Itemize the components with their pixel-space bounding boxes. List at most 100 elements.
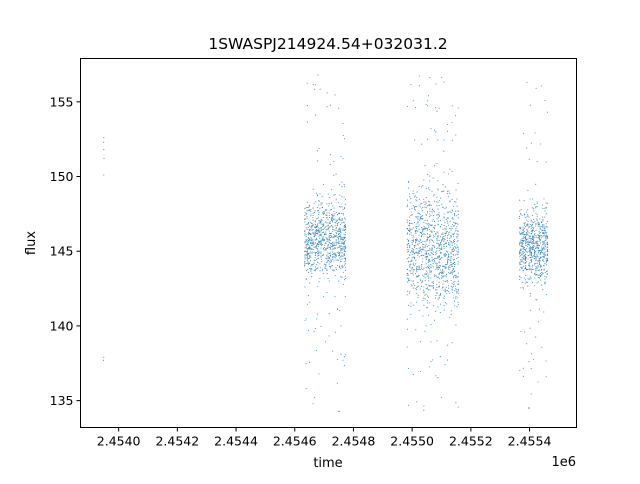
data-point bbox=[538, 258, 540, 260]
data-point bbox=[324, 244, 326, 246]
data-point bbox=[431, 259, 433, 261]
data-point bbox=[535, 225, 537, 227]
data-point bbox=[520, 245, 522, 247]
data-point bbox=[543, 229, 545, 231]
data-point bbox=[304, 242, 306, 244]
data-point bbox=[314, 234, 316, 236]
data-point bbox=[320, 204, 322, 206]
data-point bbox=[534, 253, 536, 255]
data-point bbox=[427, 272, 429, 274]
data-point bbox=[522, 228, 524, 230]
data-point bbox=[444, 229, 446, 231]
data-point bbox=[440, 248, 443, 250]
data-point bbox=[307, 252, 309, 254]
data-point bbox=[416, 289, 418, 291]
data-point bbox=[531, 235, 533, 237]
data-point bbox=[306, 216, 308, 218]
data-point bbox=[308, 222, 310, 224]
data-point bbox=[529, 198, 531, 200]
data-point bbox=[308, 206, 310, 209]
data-point bbox=[424, 246, 426, 248]
data-point bbox=[419, 206, 421, 208]
data-point bbox=[417, 218, 419, 220]
data-point bbox=[524, 249, 526, 251]
data-point bbox=[530, 268, 533, 270]
data-point bbox=[333, 174, 335, 176]
data-point bbox=[435, 262, 437, 264]
data-point bbox=[418, 256, 420, 258]
data-point bbox=[435, 289, 437, 291]
data-point bbox=[534, 277, 536, 279]
data-point bbox=[537, 245, 539, 247]
data-point bbox=[542, 229, 544, 232]
data-point bbox=[431, 281, 433, 284]
data-point bbox=[429, 201, 431, 203]
data-point bbox=[425, 103, 427, 106]
data-point bbox=[545, 234, 547, 236]
data-point bbox=[540, 85, 542, 87]
data-point bbox=[543, 232, 545, 234]
data-point bbox=[333, 244, 335, 246]
data-point bbox=[336, 251, 338, 253]
data-point bbox=[456, 226, 458, 228]
data-point bbox=[537, 221, 539, 223]
data-point bbox=[306, 251, 308, 253]
data-point bbox=[325, 257, 327, 259]
data-point bbox=[453, 238, 455, 240]
data-point bbox=[332, 350, 334, 352]
data-point bbox=[342, 242, 344, 244]
data-point bbox=[455, 297, 457, 299]
data-point bbox=[457, 240, 459, 242]
data-point bbox=[447, 287, 450, 289]
data-point bbox=[539, 264, 541, 266]
data-point bbox=[419, 250, 421, 252]
data-point bbox=[546, 249, 549, 252]
data-point bbox=[419, 238, 421, 240]
x-tick-label: 2.4542 bbox=[155, 434, 199, 449]
data-point bbox=[544, 283, 546, 285]
data-point bbox=[335, 267, 337, 269]
data-point bbox=[314, 254, 316, 256]
data-point bbox=[531, 198, 534, 200]
data-point bbox=[335, 198, 337, 200]
data-point bbox=[529, 261, 531, 264]
data-point bbox=[541, 257, 543, 259]
data-point bbox=[441, 257, 443, 259]
data-point bbox=[534, 272, 536, 274]
data-point bbox=[418, 247, 420, 249]
data-point bbox=[440, 244, 443, 246]
data-point bbox=[411, 213, 413, 215]
data-point bbox=[531, 230, 533, 232]
data-point bbox=[339, 245, 341, 247]
data-point bbox=[341, 265, 343, 267]
data-point bbox=[317, 206, 319, 208]
x-tick-label: 2.4550 bbox=[390, 434, 434, 449]
data-point bbox=[533, 245, 535, 247]
data-point bbox=[530, 243, 532, 245]
data-point bbox=[331, 260, 333, 263]
data-point bbox=[537, 237, 539, 239]
data-point bbox=[325, 236, 327, 239]
data-point bbox=[448, 190, 450, 192]
data-point bbox=[305, 227, 307, 229]
data-point bbox=[435, 234, 437, 236]
data-point bbox=[406, 274, 408, 276]
data-point bbox=[321, 202, 323, 204]
data-point bbox=[528, 244, 530, 246]
data-point bbox=[524, 241, 526, 243]
data-point bbox=[533, 218, 535, 221]
data-point bbox=[406, 277, 408, 279]
data-point bbox=[417, 240, 419, 242]
data-point bbox=[543, 233, 545, 235]
data-point bbox=[333, 248, 335, 250]
data-point bbox=[316, 223, 319, 225]
data-point bbox=[522, 245, 524, 248]
data-point bbox=[424, 219, 426, 222]
data-point bbox=[325, 248, 327, 250]
data-point bbox=[305, 241, 307, 243]
data-point bbox=[320, 239, 322, 241]
data-point bbox=[546, 260, 548, 262]
data-point bbox=[422, 269, 424, 271]
data-point bbox=[521, 254, 523, 256]
data-point bbox=[439, 244, 441, 246]
